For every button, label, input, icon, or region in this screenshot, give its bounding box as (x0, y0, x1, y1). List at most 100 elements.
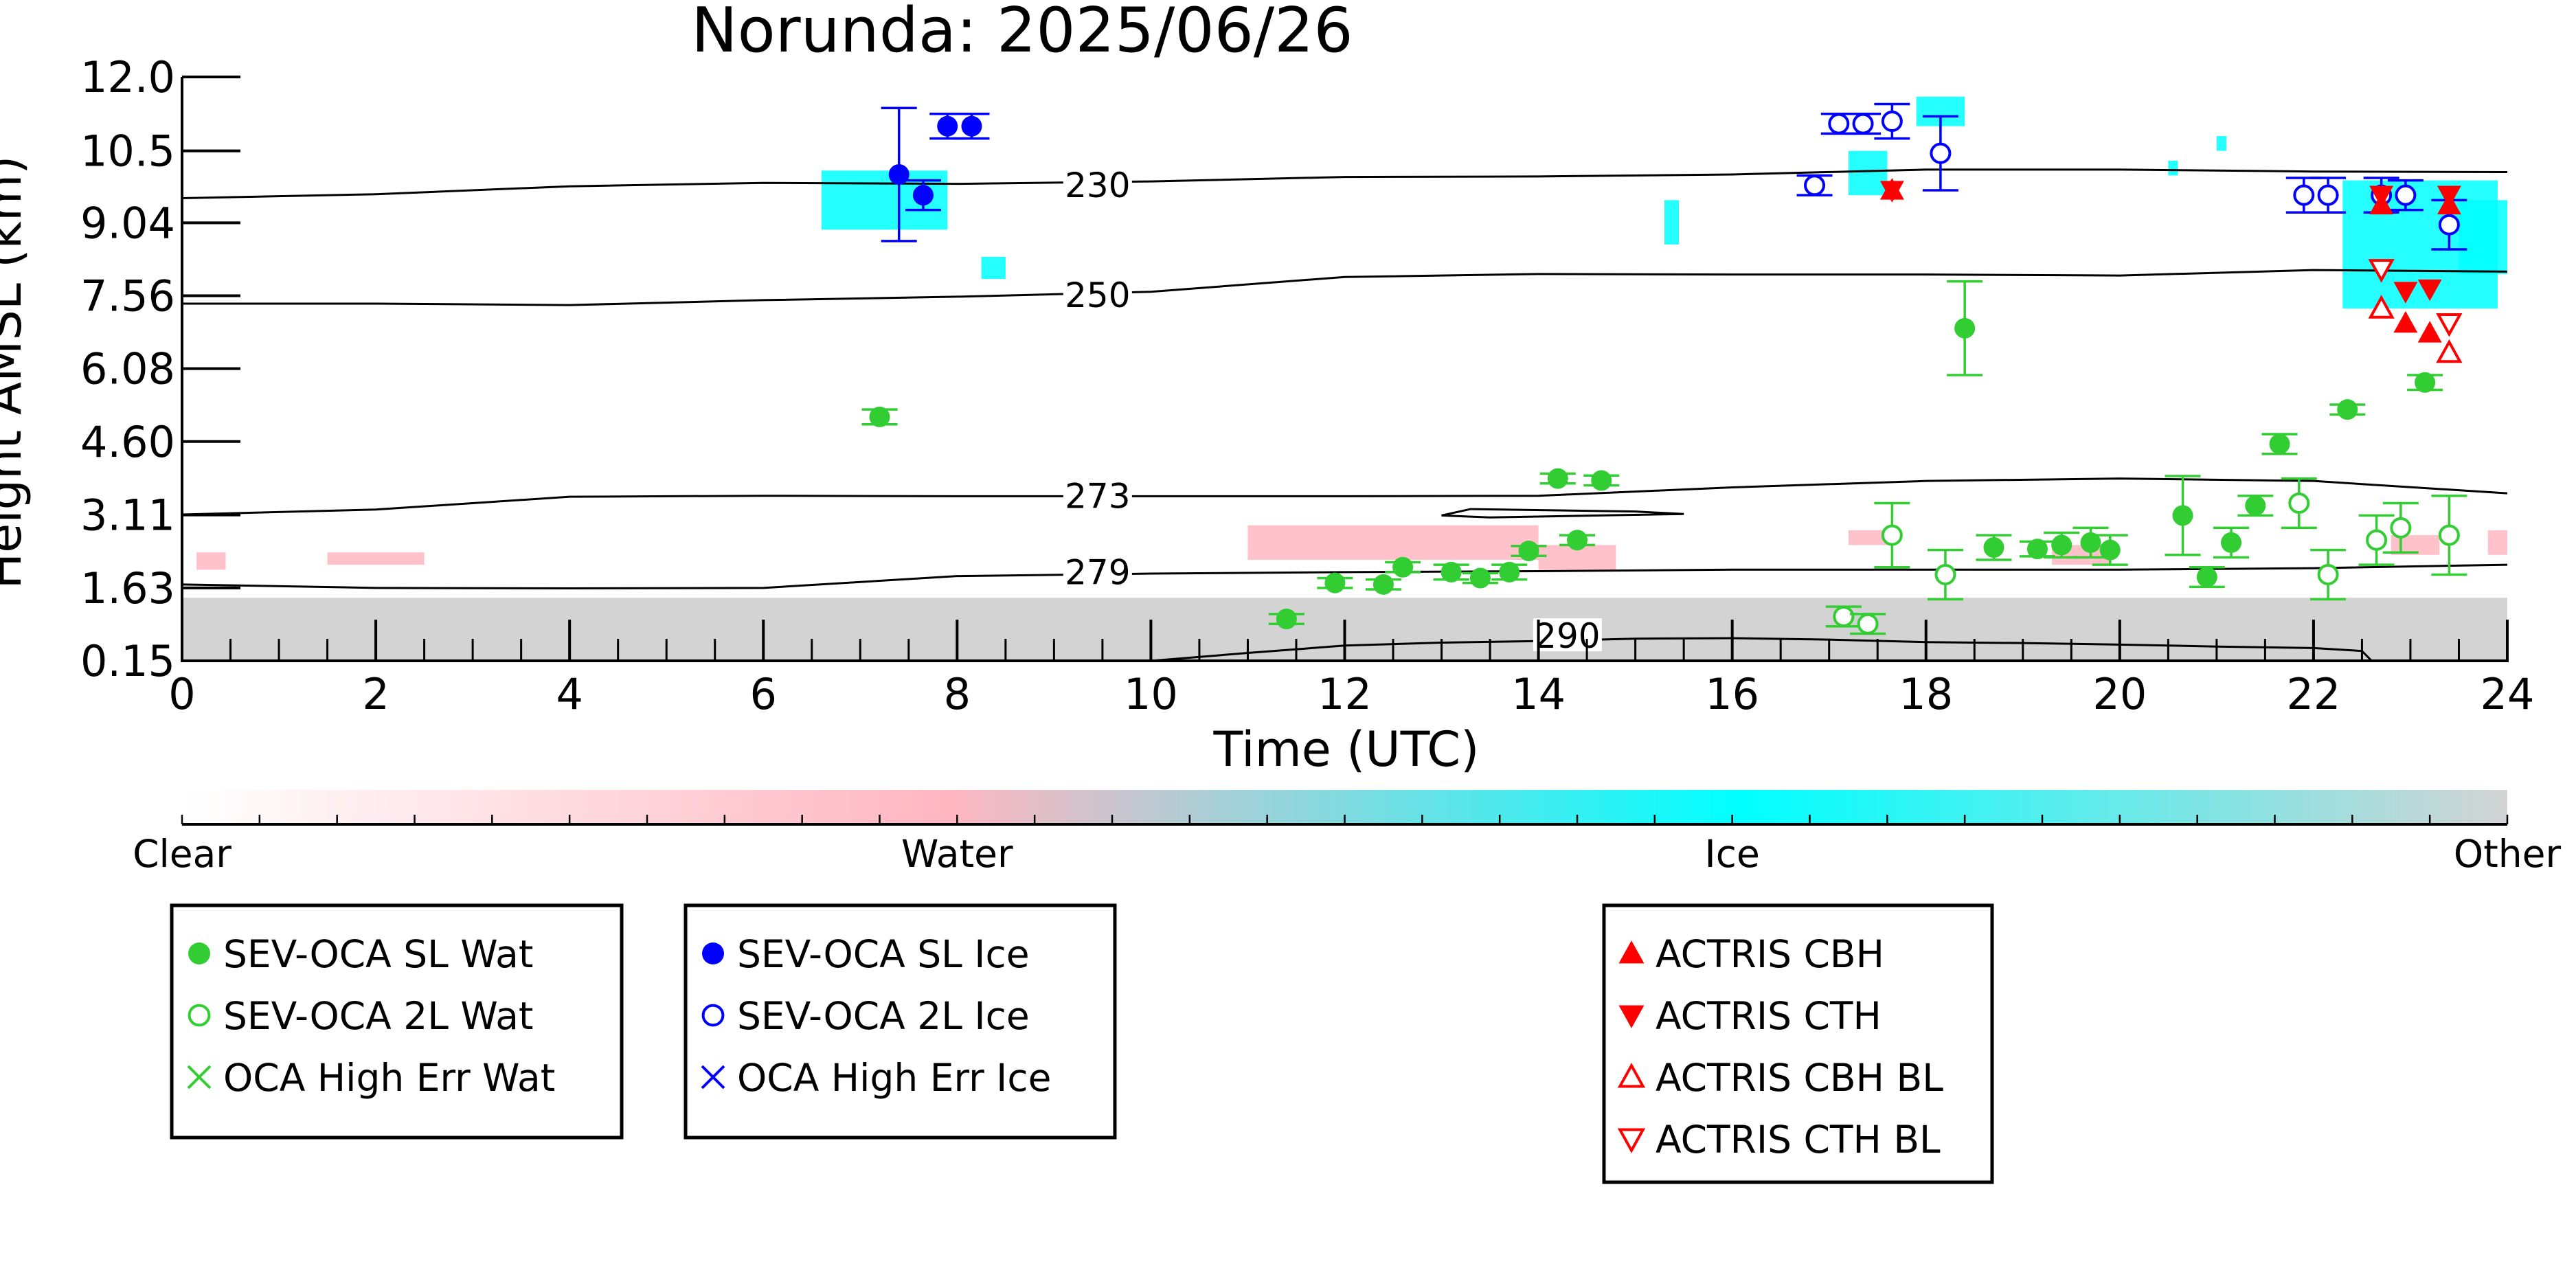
data-point-sev-oca-sl-wat (2051, 534, 2072, 556)
data-point-sev-oca-sl-wat (1392, 556, 1414, 578)
data-point-sev-oca-sl-wat (2221, 532, 2242, 553)
data-point-sev-oca-2l-wat (1833, 605, 1855, 627)
data-point-sev-oca-sl-wat (2172, 505, 2193, 526)
classification-region-ice (2459, 200, 2507, 274)
legend-marker-sev-oca-2l-wat (188, 1004, 211, 1027)
y-tick-label: 7.56 (80, 271, 175, 321)
data-point-sev-oca-sl-wat (2269, 433, 2290, 455)
axes: 0 2 4 6 8 10 12 14 16 18 20 22 240.151.633.114.606.0… (80, 52, 2535, 719)
contour-label-bg (1063, 554, 1132, 588)
data-point-actris-cth-bl (2436, 313, 2463, 337)
contour-line-279 (181, 563, 2508, 590)
data-point-actris-cbh (2417, 321, 2442, 343)
data-point-sev-oca-2l-ice (1930, 142, 1952, 164)
data-point-sev-oca-2l-ice (1881, 111, 1903, 133)
data-point-actris-cth (2417, 279, 2442, 302)
contour-label-bg (1063, 277, 1132, 310)
legend-marker-sev-oca-sl-wat (188, 942, 210, 964)
data-point-sev-oca-2l-ice (2317, 184, 2339, 206)
data-point-sev-oca-sl-wat (2099, 539, 2121, 561)
legend-box (1602, 903, 1994, 1184)
contour-label-bg (1063, 167, 1132, 201)
data-point-sev-oca-sl-wat (1954, 317, 1976, 339)
legend-label-sev-oca-2l-wat: SEV-OCA 2L Wat (223, 994, 534, 1038)
x-tick-label: 12 (1318, 669, 1372, 719)
data-point-sev-oca-2l-ice (2438, 214, 2460, 236)
legend-marker-oca-high-err-ice (701, 1065, 725, 1089)
y-tick-label: 4.60 (80, 417, 175, 467)
data-point-sev-oca-sl-wat (1276, 609, 1297, 630)
data-point-sev-oca-sl-wat (2337, 399, 2358, 420)
legend-label-sev-oca-sl-ice: SEV-OCA SL Ice (737, 932, 1030, 976)
data-point-sev-oca-2l-ice (1804, 174, 1826, 196)
data-point-actris-cth (1879, 181, 1904, 203)
data-point-sev-oca-sl-wat (1499, 561, 1520, 583)
x-tick-label: 4 (556, 669, 583, 719)
data-point-sev-oca-2l-wat (2390, 517, 2412, 539)
x-tick-label: 14 (1511, 669, 1566, 719)
y-tick-label: 6.08 (80, 344, 175, 394)
y-tick-label: 10.5 (80, 126, 175, 177)
colorbar: Clear Water Ice Other (133, 790, 2561, 876)
data-point-sev-oca-sl-wat (2245, 495, 2266, 517)
classification-region-ice (2216, 136, 2226, 151)
legend-label-sev-oca-2l-ice: SEV-OCA 2L Ice (737, 994, 1030, 1038)
x-tick-label: 10 (1124, 669, 1178, 719)
data-point-sev-oca-2l-wat (1881, 524, 1903, 546)
classification-region-ice (1664, 200, 1680, 245)
contour-label-273: 273 (1065, 476, 1130, 516)
colorbar-label-other: Other (2454, 832, 2562, 876)
data-point-sev-oca-2l-ice (2293, 184, 2315, 206)
classification-region-water (196, 552, 226, 570)
y-axis-label: Height AMSL (km) (0, 156, 32, 589)
contour-label-250: 250 (1065, 275, 1130, 315)
y-tick-label: 0.15 (80, 636, 175, 686)
data-point-sev-oca-sl-ice (937, 115, 958, 137)
colorbar-label-clear: Clear (133, 832, 231, 876)
classification-region-water (327, 552, 425, 565)
x-tick-label: 18 (1899, 669, 1953, 719)
data-point-sev-oca-sl-wat (1440, 561, 1462, 583)
data-point-sev-oca-sl-wat (1324, 572, 1346, 594)
legend-marker-oca-high-err-wat (187, 1065, 212, 1089)
legend-label-oca-high-err-ice: OCA High Err Ice (737, 1056, 1051, 1100)
data-point-sev-oca-2l-ice (1852, 113, 1874, 135)
classification-region-water (2487, 530, 2507, 555)
legend-label-sev-oca-sl-wat: SEV-OCA SL Wat (223, 932, 533, 976)
data-point-sev-oca-2l-wat (1857, 613, 1879, 635)
legend-marker-actris-cbh-bl (1617, 1063, 1646, 1088)
legend-label-oca-high-err-wat: OCA High Err Wat (223, 1056, 555, 1100)
y-tick-label: 1.63 (80, 563, 175, 613)
x-tick-label: 24 (2481, 669, 2535, 719)
data-point-sev-oca-2l-wat (2438, 524, 2460, 546)
x-tick-label: 0 (168, 669, 195, 719)
y-tick-label: 9.04 (80, 198, 175, 248)
legends: SEV-OCA SL Wat SEV-OCA 2L Wat OCA High Err… (170, 903, 1994, 1184)
data-point-sev-oca-sl-ice (888, 164, 909, 185)
x-tick-label: 22 (2286, 669, 2340, 719)
data-point-sev-oca-2l-wat (1934, 563, 1956, 585)
colorbar-label-ice: Ice (1705, 832, 1760, 876)
data-point-sev-oca-sl-wat (1469, 567, 1491, 589)
data-point-sev-oca-sl-ice (961, 115, 982, 137)
x-tick-label: 20 (2092, 669, 2147, 719)
data-point-sev-oca-sl-wat (2026, 539, 2048, 560)
y-tick-label: 3.11 (80, 490, 175, 541)
legend-label-actris-cth: ACTRIS CTH (1656, 994, 1882, 1038)
y-tick-label: 12.0 (80, 52, 175, 102)
chart-title: Norunda: 2025/06/26 (691, 0, 1353, 67)
classification-region-ice (1848, 150, 1888, 196)
data-point-actris-cth (2393, 282, 2418, 304)
contour-label-290: 290 (1535, 616, 1600, 656)
legend-marker-actris-cbh (1618, 940, 1645, 964)
x-tick-label: 16 (1705, 669, 1759, 719)
data-point-sev-oca-sl-wat (2415, 372, 2436, 393)
classification-region-water (1848, 530, 1888, 545)
data-point-sev-oca-sl-wat (1547, 468, 1568, 489)
contour-line-230 (181, 168, 2508, 199)
data-point-actris-cth (2369, 185, 2394, 207)
legend-marker-sev-oca-sl-ice (702, 942, 724, 964)
data-point-sev-oca-2l-wat (2317, 563, 2339, 585)
legend-box (683, 903, 1117, 1140)
legend-label-actris-cbh: ACTRIS CBH (1656, 932, 1884, 976)
